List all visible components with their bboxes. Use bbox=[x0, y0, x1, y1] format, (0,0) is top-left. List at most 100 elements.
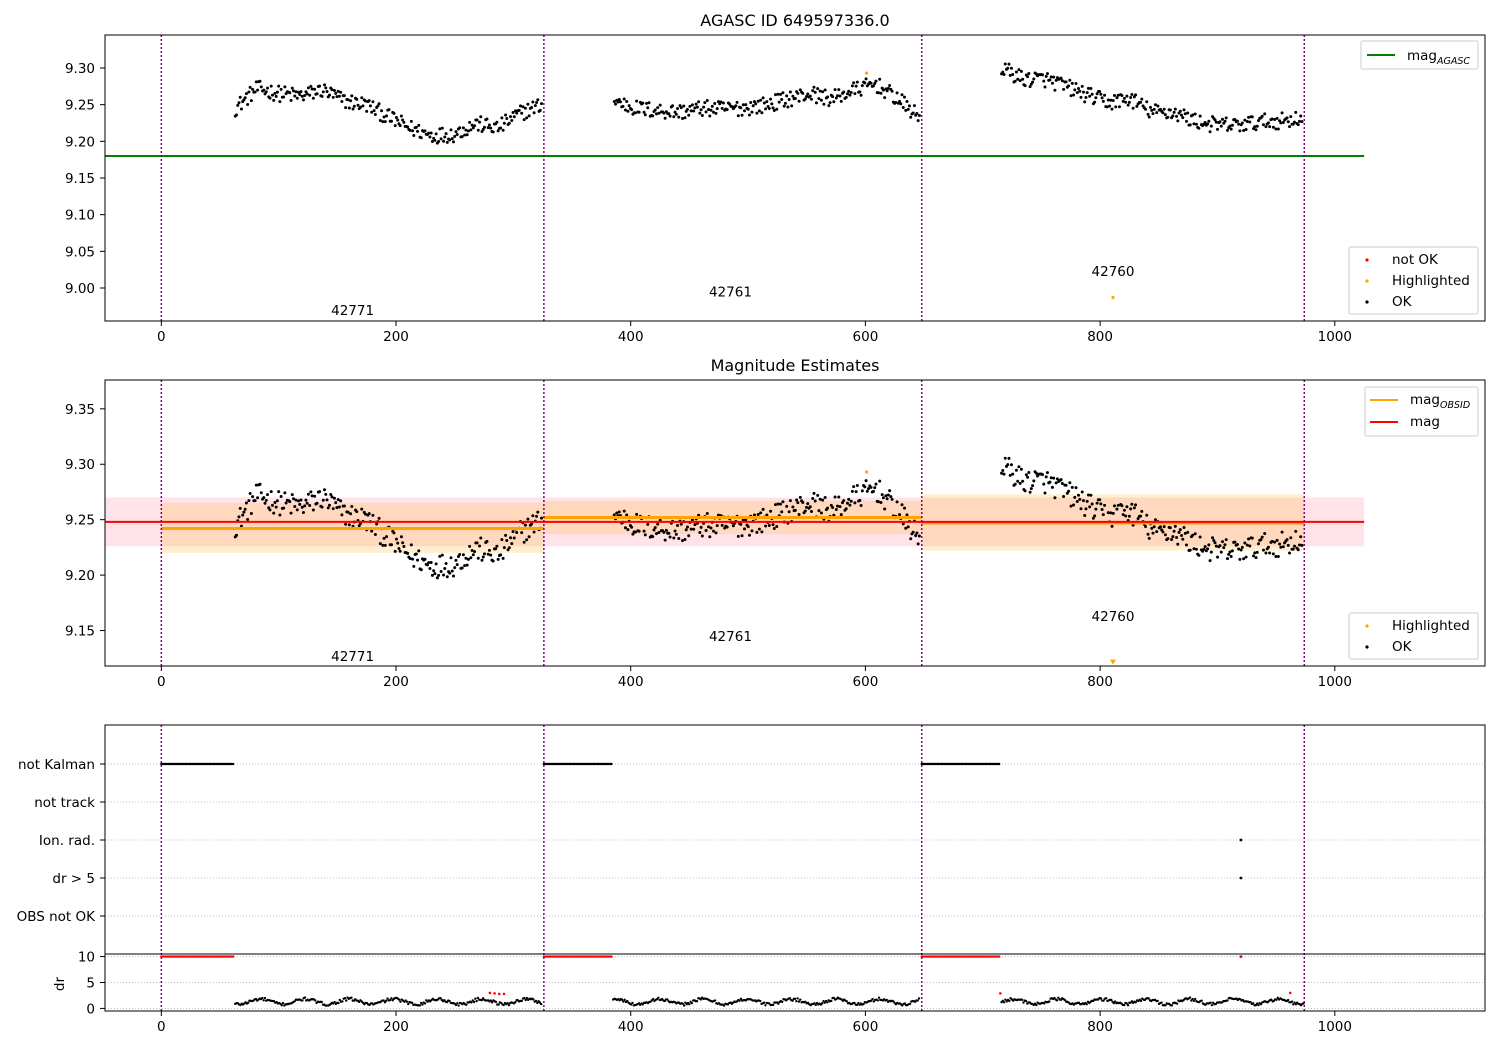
magnitude-ok-point bbox=[294, 498, 298, 502]
agasc-ok-point bbox=[1213, 118, 1217, 122]
magnitude-ok-point bbox=[867, 487, 871, 491]
agasc-ok-point bbox=[264, 90, 268, 94]
agasc-ok-point bbox=[1062, 87, 1066, 91]
agasc-ok-point bbox=[1073, 88, 1077, 92]
dr-point bbox=[781, 1000, 784, 1004]
magnitude-ok-point bbox=[1273, 540, 1277, 544]
agasc-ok-point bbox=[654, 112, 658, 116]
magnitude-ok-point bbox=[1229, 555, 1233, 559]
agasc-ok-point bbox=[1224, 116, 1228, 120]
agasc-ok-point bbox=[361, 104, 365, 108]
magnitude-ok-point bbox=[1227, 552, 1231, 556]
agasc-ok-point bbox=[1175, 114, 1179, 118]
dr-point bbox=[916, 999, 919, 1002]
dr-point bbox=[337, 1001, 340, 1005]
dr-point bbox=[797, 1000, 801, 1003]
agasc-legend-label: magAGASC bbox=[1407, 48, 1470, 67]
agasc-ok-point bbox=[259, 85, 263, 89]
agasc-ok-point bbox=[1014, 70, 1018, 74]
magnitude-ok-point bbox=[881, 496, 885, 500]
dr-point bbox=[390, 997, 393, 1000]
magnitude-ok-point bbox=[1218, 544, 1222, 548]
agasc-ok-point bbox=[709, 108, 713, 112]
agasc-ok-point bbox=[373, 112, 377, 116]
magnitude-ok-point bbox=[692, 527, 696, 531]
agasc-ok-point bbox=[1188, 123, 1192, 127]
magnitude-ok-point bbox=[741, 518, 745, 522]
magnitude-ok-point bbox=[715, 524, 719, 528]
dr-point bbox=[502, 1003, 505, 1007]
magnitude-ok-point bbox=[1278, 542, 1282, 546]
magnitude-ok-point bbox=[262, 496, 266, 500]
magnitude-ok-point bbox=[1264, 551, 1268, 555]
magnitude-ok-point bbox=[1289, 536, 1293, 540]
agasc-ok-point bbox=[780, 98, 784, 102]
magnitude-ok-point bbox=[321, 498, 325, 502]
magnitude-ok-point bbox=[1081, 499, 1085, 503]
agasc-ok-point bbox=[342, 94, 346, 98]
agasc-ok-point bbox=[680, 117, 684, 121]
agasc-ok-point bbox=[759, 98, 763, 102]
agasc-ok-point bbox=[1229, 127, 1233, 131]
dr-point bbox=[350, 996, 353, 999]
magnitude-ok-point bbox=[1225, 557, 1229, 561]
dr-point bbox=[423, 1002, 427, 1005]
magnitude-ok-point bbox=[306, 492, 310, 496]
magnitude-ok-point bbox=[485, 539, 489, 543]
magnitude-ok-point bbox=[1048, 480, 1052, 484]
dr-point bbox=[622, 1000, 625, 1003]
magnitude-ok-point bbox=[464, 556, 468, 560]
agasc-ok-point bbox=[356, 103, 360, 107]
flag-category-label: OBS not OK bbox=[17, 909, 97, 925]
magnitude-ok-point bbox=[509, 536, 513, 540]
agasc-ok-point bbox=[387, 108, 391, 112]
dr-point bbox=[524, 998, 527, 1002]
agasc-ok-point bbox=[751, 104, 755, 108]
dr-point bbox=[871, 997, 874, 1001]
magnitude-ok-point bbox=[1018, 481, 1022, 485]
magnitude-ok-point bbox=[871, 489, 875, 493]
agasc-status-legend: not OK Highlighted OK bbox=[1348, 246, 1479, 315]
magnitude-legend: magOBSID mag bbox=[1364, 386, 1479, 437]
dr-not-ok-point bbox=[488, 991, 492, 995]
magnitude-ok-point bbox=[1034, 471, 1038, 475]
agasc-ok-point bbox=[827, 104, 831, 108]
magnitude-ok-point bbox=[889, 495, 893, 499]
magnitude-ok-point bbox=[917, 534, 921, 538]
flags-panel-frame bbox=[104, 724, 1486, 1012]
magnitude-ok-point bbox=[883, 507, 887, 511]
agasc-ok-point bbox=[1074, 82, 1078, 86]
agasc-ok-point bbox=[1145, 100, 1149, 104]
magnitude-ok-point bbox=[687, 534, 691, 538]
agasc-ok-point bbox=[848, 93, 852, 97]
magnitude-ok-point bbox=[884, 494, 888, 498]
magnitude-ok-point bbox=[663, 538, 667, 542]
magnitude-ok-point bbox=[1171, 535, 1175, 539]
magnitude-ytick-label: 9.30 bbox=[65, 457, 95, 473]
dr-point bbox=[1042, 1002, 1046, 1005]
magnitude-ok-point bbox=[536, 510, 540, 514]
agasc-ok-point bbox=[1134, 93, 1138, 97]
magnitude-ok-point bbox=[1007, 456, 1011, 460]
magnitude-ok-point bbox=[394, 537, 398, 541]
agasc-ok-point bbox=[1275, 116, 1279, 120]
agasc-ok-point bbox=[635, 99, 639, 103]
magnitude-ok-point bbox=[809, 509, 813, 513]
agasc-ok-point bbox=[852, 81, 856, 85]
dr-point bbox=[1252, 1002, 1255, 1005]
agasc-ok-point bbox=[782, 104, 786, 108]
magnitude-ok-point bbox=[1161, 530, 1165, 534]
agasc-ok-point bbox=[344, 106, 348, 110]
agasc-ok-point bbox=[1105, 105, 1109, 109]
agasc-ok-point bbox=[798, 88, 802, 92]
agasc-ok-point bbox=[448, 138, 452, 142]
magnitude-ok-point bbox=[905, 513, 909, 517]
agasc-ok-point bbox=[1286, 120, 1290, 124]
agasc-ok-point bbox=[1080, 84, 1084, 88]
agasc-ok-point bbox=[833, 88, 837, 92]
agasc-ok-point bbox=[293, 94, 297, 98]
agasc-ok-point bbox=[256, 88, 260, 92]
magnitude-ok-point bbox=[292, 497, 296, 501]
dr-point bbox=[759, 999, 762, 1003]
magnitude-ok-point bbox=[651, 535, 655, 539]
